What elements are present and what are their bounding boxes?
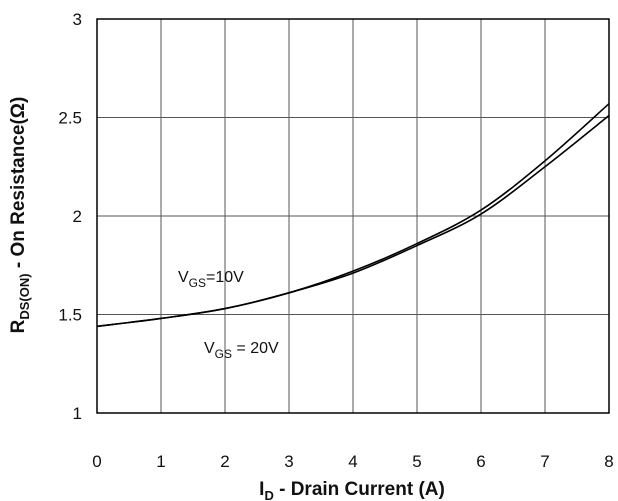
y-tick-label: 2 [73,207,82,226]
x-tick-label: 8 [604,452,613,471]
y-axis-title: RDS(ON) - On Resistance(Ω) [8,97,32,334]
y-tick-label: 2.5 [58,109,82,128]
x-tick-label: 0 [92,452,101,471]
y-tick-label: 1 [73,404,82,423]
y-tick-label: 3 [73,10,82,29]
x-axis-title: ID - Drain Current (A) [259,479,445,501]
x-tick-label: 7 [540,452,549,471]
grid-layer [97,19,609,413]
x-tick-label: 6 [476,452,485,471]
plot-frame [96,18,610,414]
x-tick-label: 5 [412,452,421,471]
annotation-vgs-20v: VGS = 20V [204,340,279,361]
x-tick-label: 3 [284,452,293,471]
series-line-vgs-20v [96,114,610,328]
y-tick-label: 1.5 [58,306,82,325]
tick-layer: 0 1 2 3 4 5 6 7 8 1 1.5 2 2.5 3 [58,10,613,471]
x-tick-label: 4 [348,452,357,471]
x-tick-label: 2 [220,452,229,471]
x-tick-label: 1 [156,452,165,471]
annotation-vgs-10v: VGS=10V [178,269,244,290]
curve-layer [96,103,610,328]
